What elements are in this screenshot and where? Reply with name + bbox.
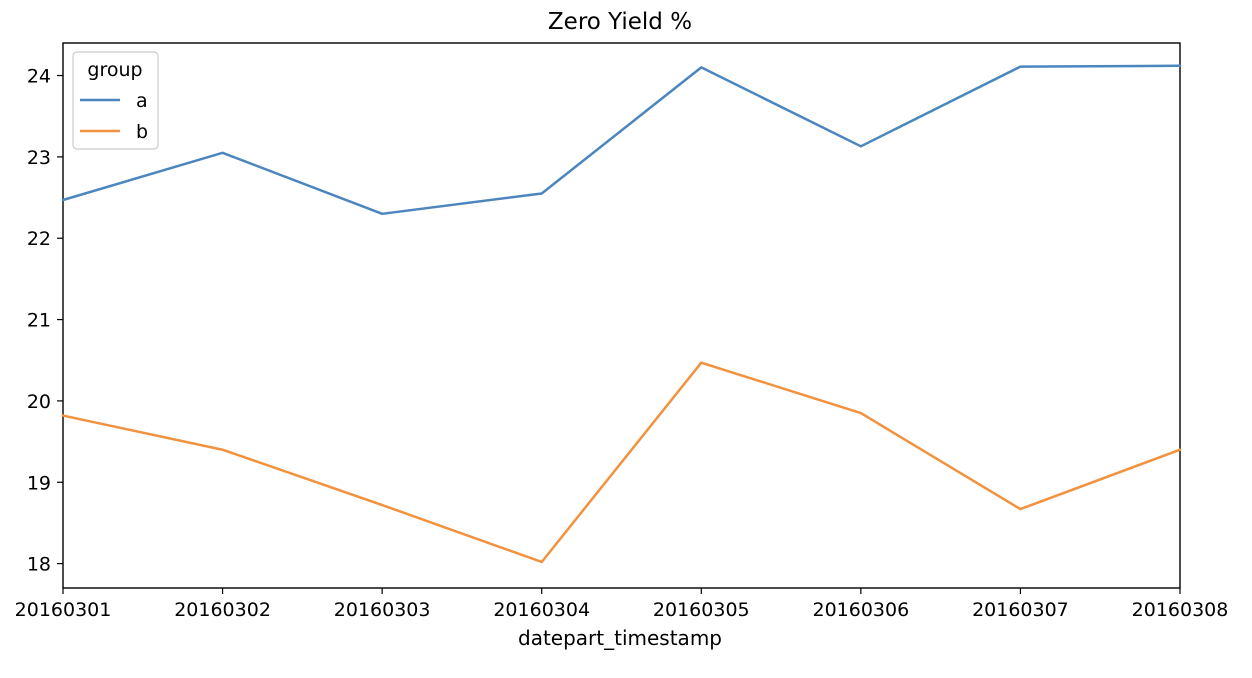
x-axis-title: datepart_timestamp (518, 626, 722, 650)
x-tick-label: 20160304 (493, 599, 590, 621)
x-tick-label: 20160303 (334, 599, 431, 621)
legend-label-b: b (136, 121, 148, 143)
plot-frame (62, 42, 1181, 589)
chart-title: Zero Yield % (548, 9, 692, 35)
y-tick-label: 22 (27, 228, 51, 250)
legend-items: ab (80, 90, 148, 143)
y-tick-label: 19 (27, 472, 51, 494)
x-tick-label: 20160305 (653, 599, 750, 621)
y-tick-label: 18 (27, 554, 51, 576)
series-line-b (61, 361, 1182, 564)
y-tick-label: 24 (27, 66, 51, 88)
legend: group ab (72, 51, 159, 150)
plot-area (61, 42, 1182, 589)
x-tick-label: 20160301 (15, 599, 112, 621)
x-tick-label: 20160307 (972, 599, 1069, 621)
legend-title: group (87, 59, 142, 81)
y-tick-label: 20 (27, 391, 51, 413)
y-axis: 18 19 20 21 22 23 24 (27, 66, 63, 576)
x-tick-label: 20160302 (174, 599, 271, 621)
legend-label-a: a (136, 90, 148, 112)
x-tick-label: 20160306 (812, 599, 909, 621)
x-tick-label: 20160308 (1132, 599, 1229, 621)
series-lines (61, 64, 1182, 564)
y-tick-label: 21 (27, 310, 51, 332)
x-axis: 20160301 20160302 20160303 20160304 20160305… (15, 588, 1229, 621)
y-tick-label: 23 (27, 147, 51, 169)
series-line-a (61, 64, 1182, 216)
